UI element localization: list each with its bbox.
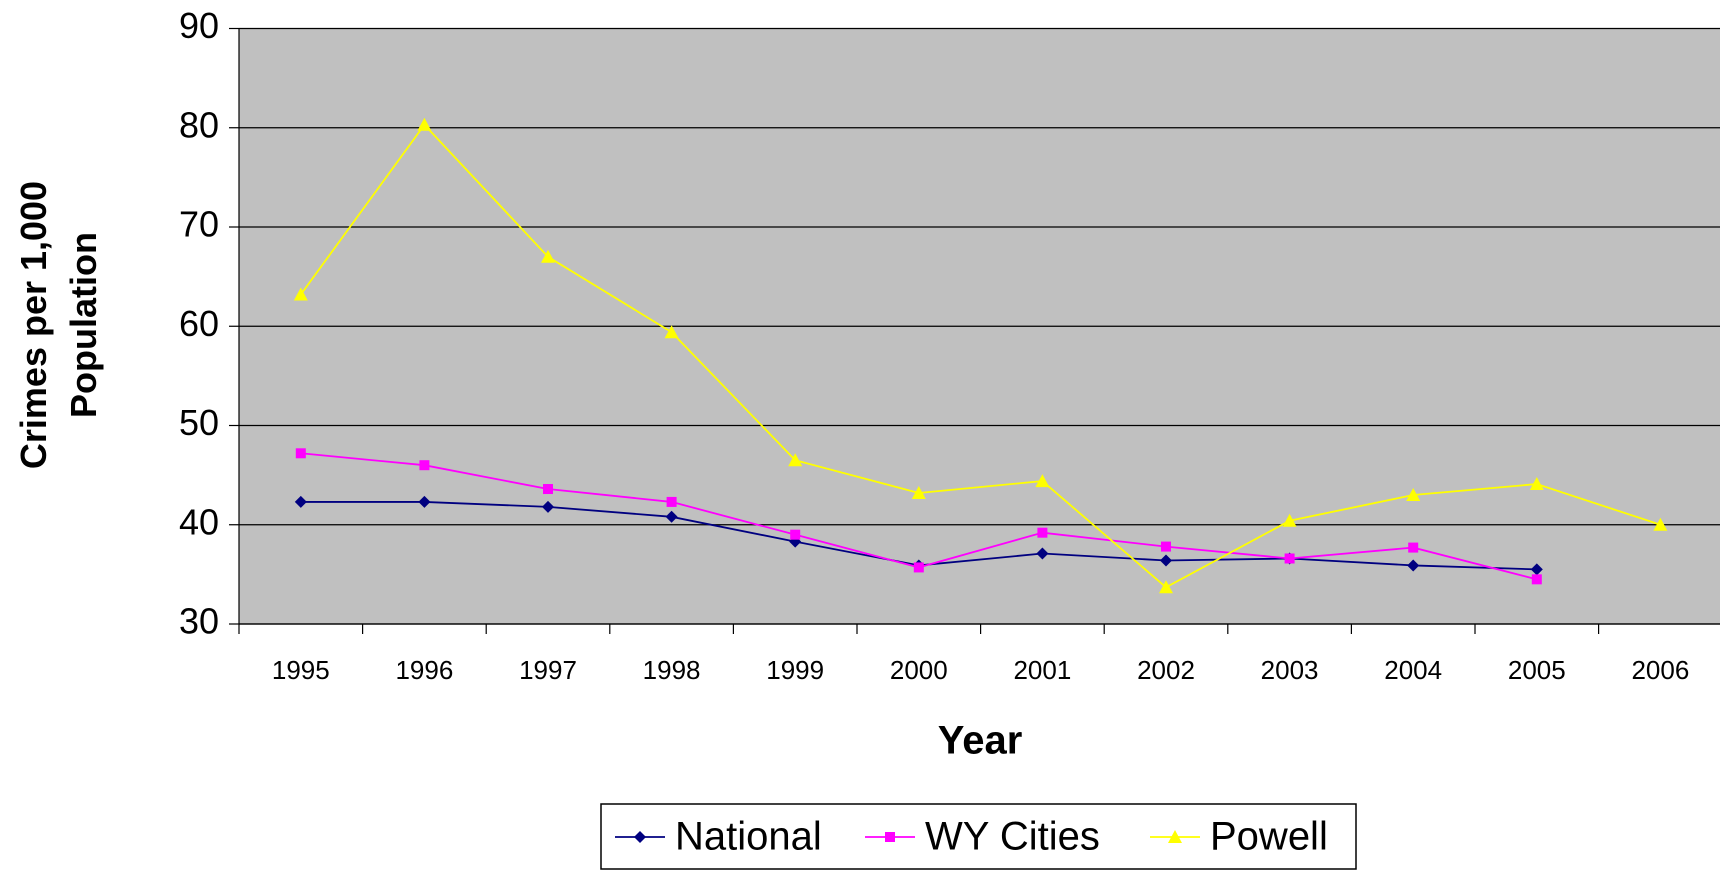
point [1406,487,1421,501]
legend-label: National [675,815,822,859]
point [418,495,431,508]
point [417,117,432,131]
point [1408,542,1419,553]
point [541,249,555,263]
series-line [300,123,1661,589]
y-axis-title: Crimes per 1,000 Population [13,181,104,469]
point [665,510,678,523]
point [1284,553,1295,564]
point [664,325,679,339]
x-tick-label: 1997 [519,655,577,685]
x-tick-label: 2001 [1013,655,1071,685]
legend-marker [1168,830,1182,843]
x-tick-label: 2002 [1137,655,1195,685]
point [295,448,306,459]
y-tick-label: 60 [179,303,219,344]
point [543,484,553,495]
y-tick-label: 30 [179,601,219,642]
point [419,460,430,471]
point [1159,580,1173,594]
y-tick-label: 40 [179,501,219,542]
point [1407,559,1420,572]
x-tick-label: 2003 [1261,655,1319,685]
legend: National WY Cities Powell [600,803,1357,870]
y-tick-label: 70 [179,204,219,245]
point [911,485,926,499]
x-tick-label: 1995 [272,655,330,685]
x-tick-label: 2000 [890,655,948,685]
y-tick-label: 90 [179,5,219,46]
point [1035,474,1050,488]
legend-marker [634,831,646,843]
legend-label: Powell [1210,815,1328,859]
y-axis-title-line: Crimes per 1,000 [13,181,54,469]
x-tick-label: 1996 [395,655,453,685]
point [294,495,307,508]
point [1160,554,1172,567]
point [1530,563,1543,576]
x-tick-label: 1998 [643,655,701,685]
point [1531,574,1542,585]
point [913,562,924,573]
y-tick-label: 80 [179,104,219,145]
y-axis-title-line: Population [63,232,104,418]
point [1036,547,1049,560]
point [1653,517,1668,531]
point [1282,513,1297,527]
legend-marker [885,832,895,842]
x-axis-title: Year [938,719,1023,763]
x-tick-label: 1999 [766,655,824,685]
point [790,529,801,540]
y-tick-label: 50 [179,402,219,443]
point [293,287,308,301]
point [1037,527,1048,538]
legend-label: WY Cities [925,815,1100,859]
point [1161,541,1171,552]
point [788,453,803,467]
x-tick-label: 2006 [1631,655,1689,685]
point [666,496,677,507]
x-tick-label: 2004 [1384,655,1442,685]
point [1529,477,1544,491]
point [542,500,554,513]
x-tick-label: 2005 [1508,655,1566,685]
legend-box [600,803,1357,870]
